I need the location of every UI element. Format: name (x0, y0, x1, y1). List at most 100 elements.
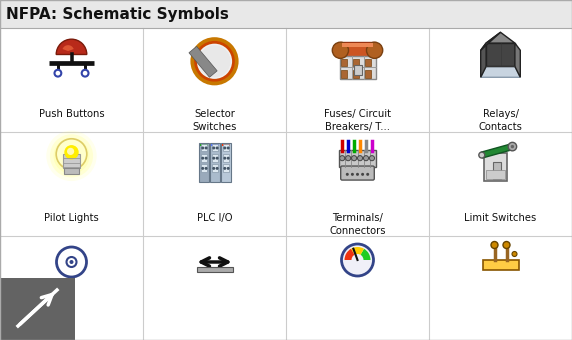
Circle shape (508, 142, 517, 151)
Circle shape (223, 167, 227, 170)
Bar (364, 59, 371, 66)
Circle shape (212, 147, 215, 150)
Circle shape (511, 145, 514, 148)
Text: NFPA: Schematic Symbols: NFPA: Schematic Symbols (6, 6, 229, 21)
Circle shape (212, 167, 215, 170)
Circle shape (54, 70, 61, 77)
Wedge shape (358, 249, 371, 260)
Bar (223, 144, 231, 146)
Bar (210, 143, 220, 182)
Circle shape (212, 157, 215, 160)
Circle shape (479, 152, 485, 158)
Circle shape (503, 241, 510, 249)
Bar (483, 260, 518, 270)
Circle shape (205, 167, 208, 170)
Bar (197, 267, 232, 272)
Bar (223, 144, 229, 151)
Text: PLC I/O: PLC I/O (197, 213, 232, 223)
Circle shape (491, 241, 498, 249)
Wedge shape (351, 247, 364, 260)
Circle shape (341, 244, 374, 276)
Circle shape (346, 173, 349, 176)
Circle shape (332, 42, 348, 58)
Bar (212, 154, 219, 162)
Bar (223, 164, 229, 172)
Bar (364, 70, 371, 78)
Bar (212, 164, 219, 172)
Bar (200, 144, 208, 146)
Circle shape (370, 156, 375, 161)
Bar (493, 162, 501, 178)
Bar (483, 153, 507, 181)
Circle shape (67, 148, 74, 155)
Circle shape (216, 157, 219, 160)
Circle shape (57, 247, 86, 277)
Text: Relays/
Contacts: Relays/ Contacts (479, 109, 522, 132)
Bar (199, 143, 209, 182)
Circle shape (356, 173, 359, 176)
Bar (201, 164, 208, 172)
Text: Limit Switches: Limit Switches (464, 213, 537, 223)
Text: Terminals/
Connectors: Terminals/ Connectors (329, 213, 386, 236)
Bar (352, 70, 359, 78)
Circle shape (56, 139, 87, 169)
Polygon shape (486, 43, 515, 67)
Circle shape (363, 156, 368, 161)
Polygon shape (480, 32, 500, 50)
Circle shape (201, 167, 204, 170)
Bar (340, 59, 347, 66)
Circle shape (205, 147, 208, 150)
Bar (64, 168, 79, 174)
Circle shape (216, 167, 219, 170)
Circle shape (66, 257, 77, 267)
Bar (340, 56, 375, 79)
Circle shape (366, 173, 369, 176)
Circle shape (54, 138, 89, 174)
Polygon shape (515, 43, 521, 77)
Circle shape (46, 131, 97, 181)
Circle shape (196, 42, 233, 80)
Wedge shape (56, 39, 87, 54)
Circle shape (227, 147, 230, 150)
Circle shape (351, 173, 354, 176)
Circle shape (352, 254, 363, 266)
Bar (189, 46, 217, 77)
Bar (212, 144, 219, 151)
Bar (0, 0, 572, 28)
Text: Fuses/ Circuit
Breakers/ T...: Fuses/ Circuit Breakers/ T... (324, 109, 391, 132)
Polygon shape (480, 67, 521, 77)
Circle shape (227, 167, 230, 170)
Polygon shape (480, 43, 486, 77)
Circle shape (345, 156, 351, 161)
Bar (486, 170, 505, 178)
Bar (201, 154, 208, 162)
Polygon shape (481, 144, 513, 158)
Circle shape (205, 157, 208, 160)
Circle shape (352, 156, 357, 161)
Circle shape (64, 145, 79, 159)
Polygon shape (486, 32, 515, 43)
Text: Push Buttons: Push Buttons (39, 109, 104, 119)
Circle shape (198, 45, 231, 77)
Circle shape (70, 260, 73, 264)
Wedge shape (344, 249, 358, 260)
Circle shape (223, 147, 227, 150)
Bar (339, 150, 376, 167)
Circle shape (193, 39, 236, 83)
Circle shape (340, 156, 345, 161)
Circle shape (82, 70, 89, 77)
Bar (340, 70, 347, 78)
Bar (0, 278, 75, 340)
Circle shape (50, 134, 93, 177)
Bar (352, 59, 359, 66)
Bar (201, 144, 208, 151)
Circle shape (358, 156, 363, 161)
Wedge shape (62, 45, 74, 51)
Bar (211, 144, 220, 146)
Bar (353, 65, 362, 75)
Bar (63, 154, 80, 169)
Text: Pilot Lights: Pilot Lights (44, 213, 99, 223)
Bar (340, 42, 375, 58)
Bar (223, 154, 229, 162)
Circle shape (361, 173, 364, 176)
